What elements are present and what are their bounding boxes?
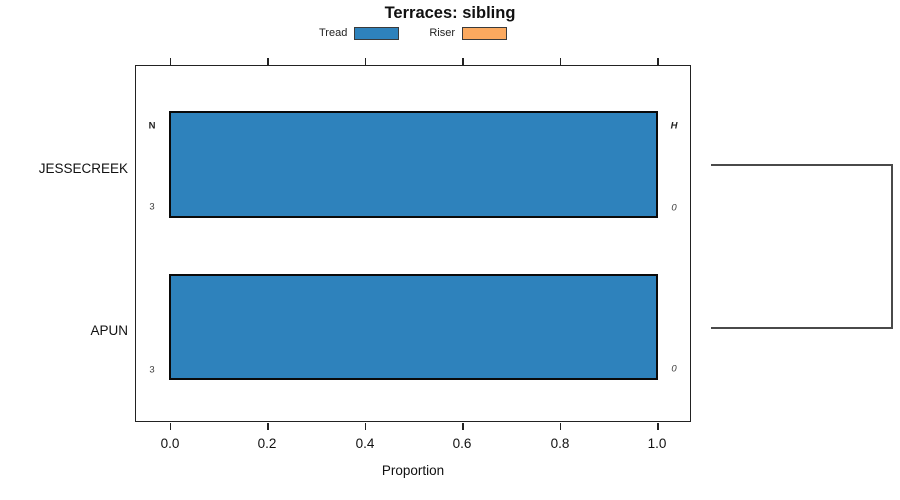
- x-tick-label: 0.4: [355, 436, 375, 451]
- header-h: H: [670, 120, 678, 132]
- bar-apun-tread: [169, 274, 658, 380]
- bottom-tick: [267, 422, 269, 430]
- x-tick-label: 1.0: [647, 436, 667, 451]
- header-n: N: [148, 120, 156, 132]
- top-tick: [169, 57, 171, 65]
- chart-title: Terraces: sibling: [384, 4, 516, 22]
- legend: Tread Riser: [135, 25, 691, 41]
- bottom-tick: [559, 422, 561, 430]
- value-n-apun: 3: [149, 364, 155, 376]
- legend-label-tread: Tread: [319, 27, 348, 39]
- top-tick: [267, 57, 269, 65]
- legend-swatch-tread: [354, 26, 400, 40]
- x-tick-label: 0.6: [452, 436, 472, 451]
- legend-swatch-riser: [462, 26, 507, 40]
- top-tick: [364, 57, 366, 65]
- bracket-line-top: [711, 164, 892, 166]
- bracket-line-bottom: [711, 327, 892, 329]
- top-tick: [657, 57, 659, 65]
- bottom-tick: [364, 422, 366, 430]
- x-tick-label: 0.0: [160, 436, 180, 451]
- bottom-tick: [169, 422, 171, 430]
- legend-label-riser: Riser: [429, 27, 455, 39]
- category-label-apun: APUN: [90, 323, 128, 338]
- plot-area: N H 3 0 3 0: [135, 57, 691, 430]
- bar-jessecreek-tread: [169, 111, 658, 218]
- x-axis-title: Proportion: [381, 463, 445, 478]
- top-tick: [559, 57, 561, 65]
- top-tick: [462, 57, 464, 65]
- bottom-tick: [657, 422, 659, 430]
- category-label-jessecreek: JESSECREEK: [38, 161, 128, 176]
- value-n-jessecreek: 3: [149, 201, 155, 213]
- x-tick-label: 0.2: [257, 436, 277, 451]
- legend-item-riser: Riser: [429, 26, 507, 40]
- x-tick-label: 0.8: [550, 436, 570, 451]
- value-h-jessecreek: 0: [671, 202, 677, 214]
- bracket-line-vertical: [891, 164, 893, 329]
- value-h-apun: 0: [671, 363, 677, 375]
- bottom-tick: [462, 422, 464, 430]
- legend-item-tread: Tread: [319, 26, 400, 40]
